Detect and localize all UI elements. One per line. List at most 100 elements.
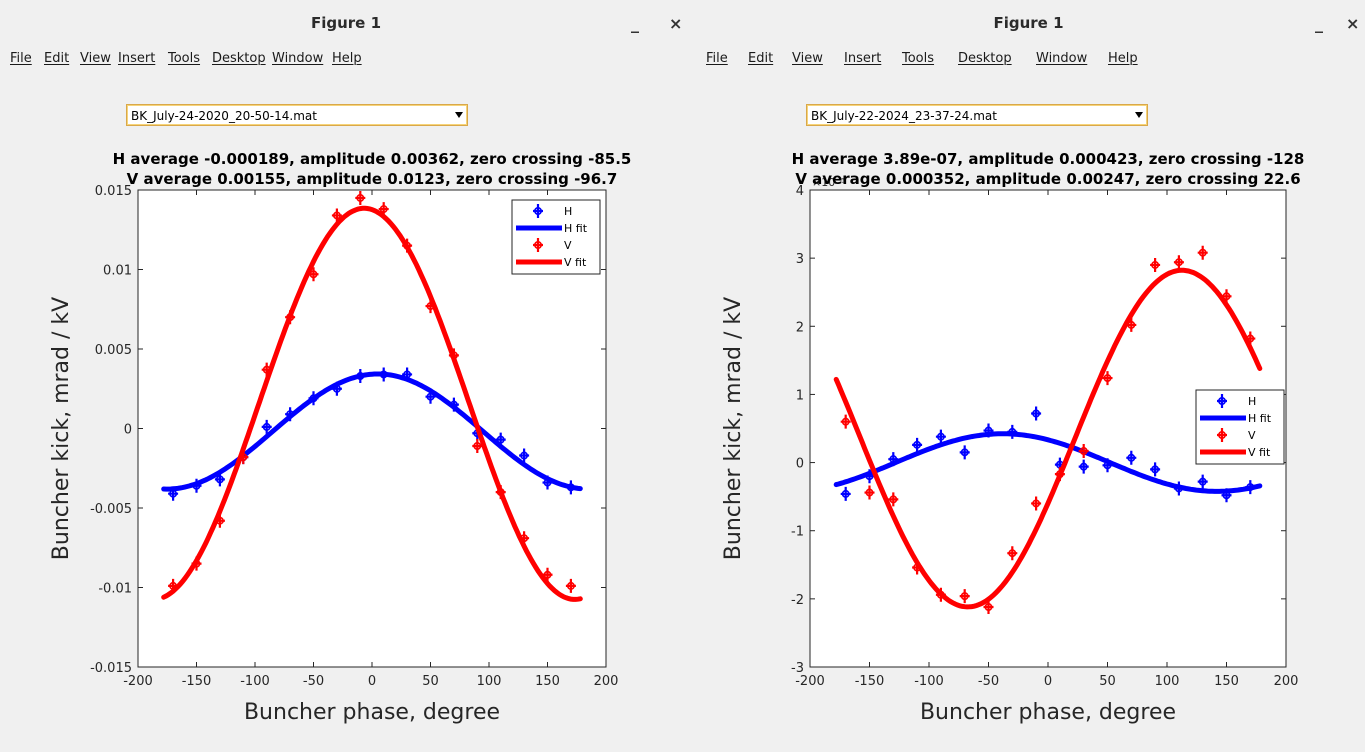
figure-window-left: Figure 1 _ × File Edit View Insert Tools… — [0, 0, 692, 725]
data-point-v — [1150, 257, 1161, 272]
data-point-v — [1031, 496, 1042, 511]
x-tick-label: 100 — [1155, 674, 1180, 689]
menu-help[interactable]: Help — [1108, 51, 1138, 66]
x-axis-label: Buncher phase, degree — [920, 700, 1176, 725]
legend-label: V fit — [564, 256, 587, 269]
minimize-button[interactable]: _ — [1315, 14, 1323, 33]
data-point-h — [261, 419, 272, 434]
menu-desktop[interactable]: Desktop — [212, 51, 266, 66]
fit-line-h-fit — [161, 371, 583, 492]
x-tick-label: -150 — [855, 674, 885, 689]
menu-tools[interactable]: Tools — [902, 51, 935, 66]
menu-view[interactable]: View — [792, 51, 823, 66]
marker-ring — [566, 581, 575, 590]
x-tick-label: -100 — [240, 674, 270, 689]
data-point-v — [308, 267, 319, 282]
y-tick-label: 0.015 — [95, 184, 132, 199]
menu-help[interactable]: Help — [332, 51, 362, 66]
marker-ring — [1198, 248, 1207, 257]
marker-ring — [332, 211, 341, 220]
marker-ring — [1198, 477, 1207, 486]
menu-tools[interactable]: Tools — [168, 51, 201, 66]
menu-insert[interactable]: Insert — [844, 51, 882, 66]
marker-ring — [936, 432, 945, 441]
y-tick-label: 0 — [796, 457, 804, 472]
marker-ring — [496, 435, 505, 444]
x-tick-label: -200 — [795, 674, 825, 689]
legend-label: V fit — [1248, 446, 1271, 459]
data-point-h — [959, 445, 970, 460]
legend-label: V — [1248, 429, 1256, 442]
file-select-dropdown[interactable]: BK_July-22-2024_23-37-24.mat — [806, 104, 1148, 126]
marker-ring — [543, 570, 552, 579]
file-select-dropdown[interactable]: BK_July-24-2020_20-50-14.mat — [126, 104, 468, 126]
marker-ring — [1103, 374, 1112, 383]
x-tick-label: 200 — [1274, 674, 1299, 689]
marker-ring — [215, 475, 224, 484]
x-tick-label: -50 — [303, 674, 324, 689]
menu-insert[interactable]: Insert — [118, 51, 156, 66]
y-axis-label: Buncher kick, mrad / kV — [721, 297, 746, 560]
x-tick-label: 50 — [422, 674, 439, 689]
data-point-v — [888, 492, 899, 507]
marker-ring — [960, 448, 969, 457]
close-button[interactable]: × — [1346, 14, 1360, 33]
chart-right: -200 -150 -100 -50 0 50 100 150 200 -3 -2 -1 0 1 2 3 4 ×1… — [721, 150, 1305, 725]
close-button[interactable]: × — [669, 14, 683, 33]
data-point-v — [1197, 245, 1208, 260]
menu-edit[interactable]: Edit — [44, 51, 70, 66]
menu-view[interactable]: View — [80, 51, 111, 66]
data-point-h — [1031, 406, 1042, 421]
y-tick-label: -0.005 — [90, 502, 132, 517]
x-tick-label: -50 — [978, 674, 999, 689]
y-tick-label: 1 — [796, 388, 804, 403]
marker-ring — [984, 603, 993, 612]
legend-marker-ring — [533, 241, 542, 250]
title-bar[interactable]: Figure 1 _ × — [0, 0, 692, 44]
data-point-v — [1078, 443, 1089, 458]
marker-ring — [1008, 549, 1017, 558]
legend-label: V — [564, 239, 572, 252]
chart-left: -200 -150 -100 -50 0 50 100 150 200 -0.015 -0.01 -0… — [49, 150, 631, 725]
data-point-v — [565, 578, 576, 593]
minimize-button[interactable]: _ — [631, 14, 639, 33]
menu-window[interactable]: Window — [1036, 51, 1088, 66]
data-point-v — [959, 589, 970, 604]
y-tick-label: 2 — [796, 320, 804, 335]
legend-label: H — [564, 205, 572, 218]
marker-ring — [309, 270, 318, 279]
y-tick-label: 4 — [796, 184, 804, 199]
y-tick-label: -3 — [791, 661, 804, 676]
marker-ring — [889, 495, 898, 504]
data-point-v — [331, 208, 342, 223]
data-point-h — [1078, 459, 1089, 474]
marker-ring — [1032, 499, 1041, 508]
y-tick-label: -0.015 — [90, 661, 132, 676]
menu-file[interactable]: File — [706, 51, 728, 66]
chart-title-line: H average 3.89e-07, amplitude 0.000423, … — [792, 150, 1305, 168]
legend-marker-ring — [533, 207, 542, 216]
marker-ring — [913, 440, 922, 449]
legend-marker-ring — [1217, 396, 1226, 405]
x-tick-label: 50 — [1099, 674, 1116, 689]
data-point-h — [1126, 450, 1137, 465]
file-select-value: BK_July-22-2024_23-37-24.mat — [811, 109, 997, 123]
y-tick-label: -2 — [791, 593, 804, 608]
data-point-v — [840, 414, 851, 429]
marker-ring — [356, 193, 365, 202]
data-point-v — [542, 567, 553, 582]
x-tick-label: 0 — [368, 674, 376, 689]
menu-window[interactable]: Window — [272, 51, 324, 66]
marker-ring — [1151, 465, 1160, 474]
marker-ring — [262, 422, 271, 431]
data-point-v — [1102, 371, 1113, 386]
chevron-down-icon — [1135, 112, 1143, 118]
marker-ring — [1127, 453, 1136, 462]
menu-desktop[interactable]: Desktop — [958, 51, 1012, 66]
menu-file[interactable]: File — [10, 51, 32, 66]
marker-ring — [841, 417, 850, 426]
fit-line-v-fit — [833, 267, 1263, 610]
title-bar[interactable]: Figure 1 _ × — [692, 0, 1365, 44]
y-tick-label: 0.005 — [95, 343, 132, 358]
menu-edit[interactable]: Edit — [748, 51, 774, 66]
